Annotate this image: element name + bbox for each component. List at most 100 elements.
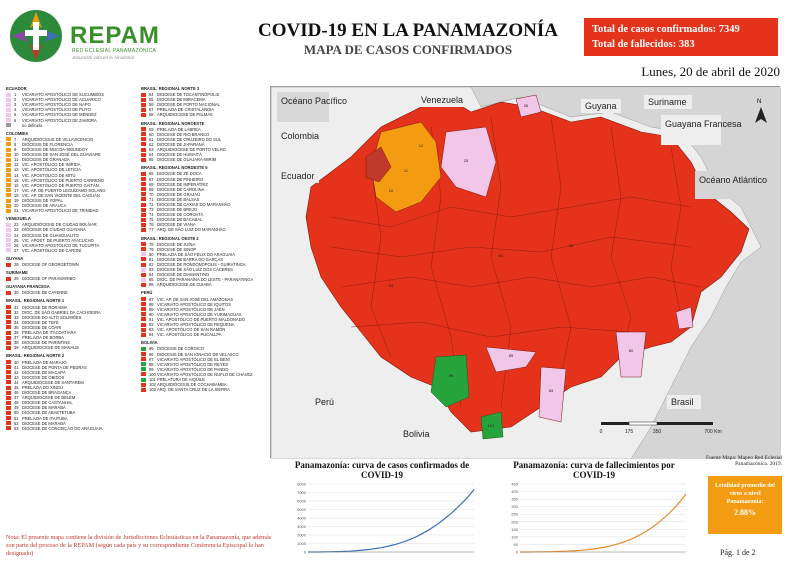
legend-swatch <box>6 335 11 340</box>
legend-number: 44 <box>14 379 19 385</box>
country-labels: Océano Pacífico Colombia Venezuela Guyan… <box>277 92 767 441</box>
region-number: 83 <box>549 388 554 393</box>
legend-label: DIOCESE DE MACAPÁ <box>22 369 66 375</box>
ecuador-region[interactable] <box>365 146 392 183</box>
legend-swatch <box>141 297 146 302</box>
legend-label: VIC. APOSTÓLICO DE SAN RAMÓN <box>157 327 226 333</box>
legend-label: DIOC. DE SÃO GABRIEL DA CACHOEIRA <box>22 309 101 315</box>
legend-number: 25 <box>14 237 19 243</box>
legend-number: 21 <box>14 208 19 214</box>
legend-item: 26 VICARIATO APOSTÓLICO DE TUCUPITA <box>6 243 138 248</box>
scale-tick: 700 Km <box>704 429 721 435</box>
legend-swatch <box>141 217 146 222</box>
legend-label: VICARIATO APOSTÓLICO DE EL BENI <box>157 356 230 362</box>
legend-swatch <box>6 370 11 375</box>
legend-group: BRASIL: REGIONAL NOROESTE 59 PRELAZIA DE L… <box>141 121 269 163</box>
map[interactable]: 11 10 12 25 26 85 83 80 99 101 44 61 94 … <box>270 86 781 459</box>
legend-item: 27 VIC. APOSTÓLICO DE CARONÍ <box>6 248 138 253</box>
series-line <box>520 493 687 553</box>
legend-item: 84 DIOCESE DE DIAMANTINO <box>141 272 269 277</box>
legend-swatch <box>6 198 11 203</box>
region-55[interactable] <box>675 306 694 330</box>
legend-label: DIÓCESIS DE ARAUCA <box>22 203 67 209</box>
legend-label: DIOCESE DE BRAGANÇA <box>22 390 72 396</box>
legend-label: VIC. APOSTÓLICO DE PUERTO MALDONADO <box>157 316 245 322</box>
legend-number: 59 <box>149 126 154 132</box>
legend-item: 29 DIOCESE OF PARAMARIBO <box>6 276 138 281</box>
legend-label: VIC. AP. DE SAN VICENTE DEL CAGUÁN <box>22 192 100 198</box>
legend-label: DIOCESE DE CAXIAS DO MARANHÃO <box>157 201 231 207</box>
label-peru: Perú <box>315 397 334 407</box>
legend-group-header: COLOMBIA <box>6 130 29 136</box>
legend-number: 86 <box>149 282 154 288</box>
legend-group-header: GUYANA <box>6 255 24 261</box>
label-bolivia: Bolivia <box>403 429 430 439</box>
venezuela-region[interactable] <box>440 126 497 198</box>
legend-label: DIOCESE DE HUMAITÁ <box>157 152 202 158</box>
bolivia-green-north[interactable] <box>430 354 470 408</box>
legend-swatch <box>6 276 11 281</box>
legend-swatch <box>6 290 11 295</box>
legend-label: DIOCESE DE CRUZEIRO DO SUL <box>157 136 222 142</box>
legend-item: 4 VICARIATO APOSTÓLICO DE PUYO <box>6 107 138 112</box>
legend-item: 59 PRELAZIA DE LÁBREA <box>141 127 269 132</box>
legend-swatch <box>6 400 11 405</box>
legend-number: 84 <box>149 272 154 278</box>
legend-swatch <box>6 102 11 107</box>
repam-emblem-icon <box>10 10 62 62</box>
legend-number: 81 <box>149 256 154 262</box>
bolivia-green-south[interactable] <box>480 411 504 440</box>
legend-number: 16 <box>14 182 19 188</box>
legend-number: 51 <box>14 415 19 421</box>
legend-swatch <box>6 193 11 198</box>
legend-item: 76 DIOCESE DE VIANA <box>141 222 269 227</box>
legend-item: 17 VIC. AP. DE PUERTO LEGUÍZAMO-SOLANO <box>6 188 138 193</box>
legend-group-header: BRASIL: REGIONAL NOROESTE <box>141 120 205 126</box>
legend-item: 69 DIOCESE DE CAROLINA <box>141 187 269 192</box>
legend-label: ARQUIDIOCESE DE SANTARÉM <box>22 379 84 385</box>
legend-number: 98 <box>149 361 154 367</box>
legend-swatch <box>141 142 146 147</box>
legend-item: 96 DIÓCESIS DE SAN IGNACIO DE VELASCO <box>141 352 269 357</box>
legend-number: 77 <box>149 227 154 233</box>
legend-swatch <box>141 357 146 362</box>
legend-item: 56 DIOCESE DE PORTO NACIONAL <box>141 102 269 107</box>
legend-swatch <box>6 118 11 123</box>
legend-item: 41 DIOCESE DE PONTA DE PEDRAS <box>6 365 138 370</box>
legend-label: DIOCESE DE MARABÁ <box>22 405 66 411</box>
y-tick-label: 50 <box>514 542 519 547</box>
legend-number: 11 <box>14 157 19 163</box>
region-80[interactable] <box>615 331 647 378</box>
brand-tagline: Jesucristo vida en la Amazonía <box>72 55 135 60</box>
legend-swatch <box>6 233 11 238</box>
total-cases: Total de casos confirmados: 7349 <box>592 24 740 35</box>
legend-number: 69 <box>149 186 154 192</box>
legend-item: 40 PRELAZIA DE MARAJÓ <box>6 360 138 365</box>
region-number: 10 <box>389 188 394 193</box>
legend-label: DIOCESE DE CAYENNE <box>22 290 68 296</box>
y-tick-label: 250 <box>511 512 518 517</box>
legend-label: VICARIATO APOSTÓLICO DE REYES <box>157 361 229 367</box>
legend-item: 57 PRELAZIA DE CRISTALÂNDIA <box>141 107 269 112</box>
legend-label: PRELAZIA DE SÃO FÉLIX DO ARAGUAIA <box>157 251 236 257</box>
legend-number: 78 <box>149 241 154 247</box>
region-number: 85 <box>509 353 514 358</box>
legend-label: VICARIATO APOSTÓLICO DE ZAMORA <box>22 117 97 123</box>
region-85[interactable] <box>485 346 537 373</box>
legend-number: 18 <box>14 192 19 198</box>
brand-name: REPAM <box>70 22 160 49</box>
legend-number: 88 <box>149 301 154 307</box>
legend-number: 39 <box>14 345 19 351</box>
brand-subtitle: RED ECLESIAL PANAMAZÓNICA <box>72 48 157 54</box>
tucupita-region[interactable] <box>515 94 542 118</box>
legend-group-header: GUAYANA FRANCESA <box>6 284 50 290</box>
region-83[interactable] <box>538 366 567 423</box>
legend-label: ARQUIDIÓCESIS DE CIUDAD BOLÍVAR <box>22 222 97 228</box>
page-subtitle: MAPA DE CASOS CONFIRMADOS <box>303 42 513 57</box>
legend-number: 72 <box>149 201 154 207</box>
legend-swatch <box>6 208 11 213</box>
legend-swatch <box>6 262 11 267</box>
legend-item: 52 DIOCESE DE MARABÁ <box>6 421 138 426</box>
legend-label: DIOCESE DE SINOP <box>157 246 197 252</box>
legend-number: 19 <box>14 197 19 203</box>
